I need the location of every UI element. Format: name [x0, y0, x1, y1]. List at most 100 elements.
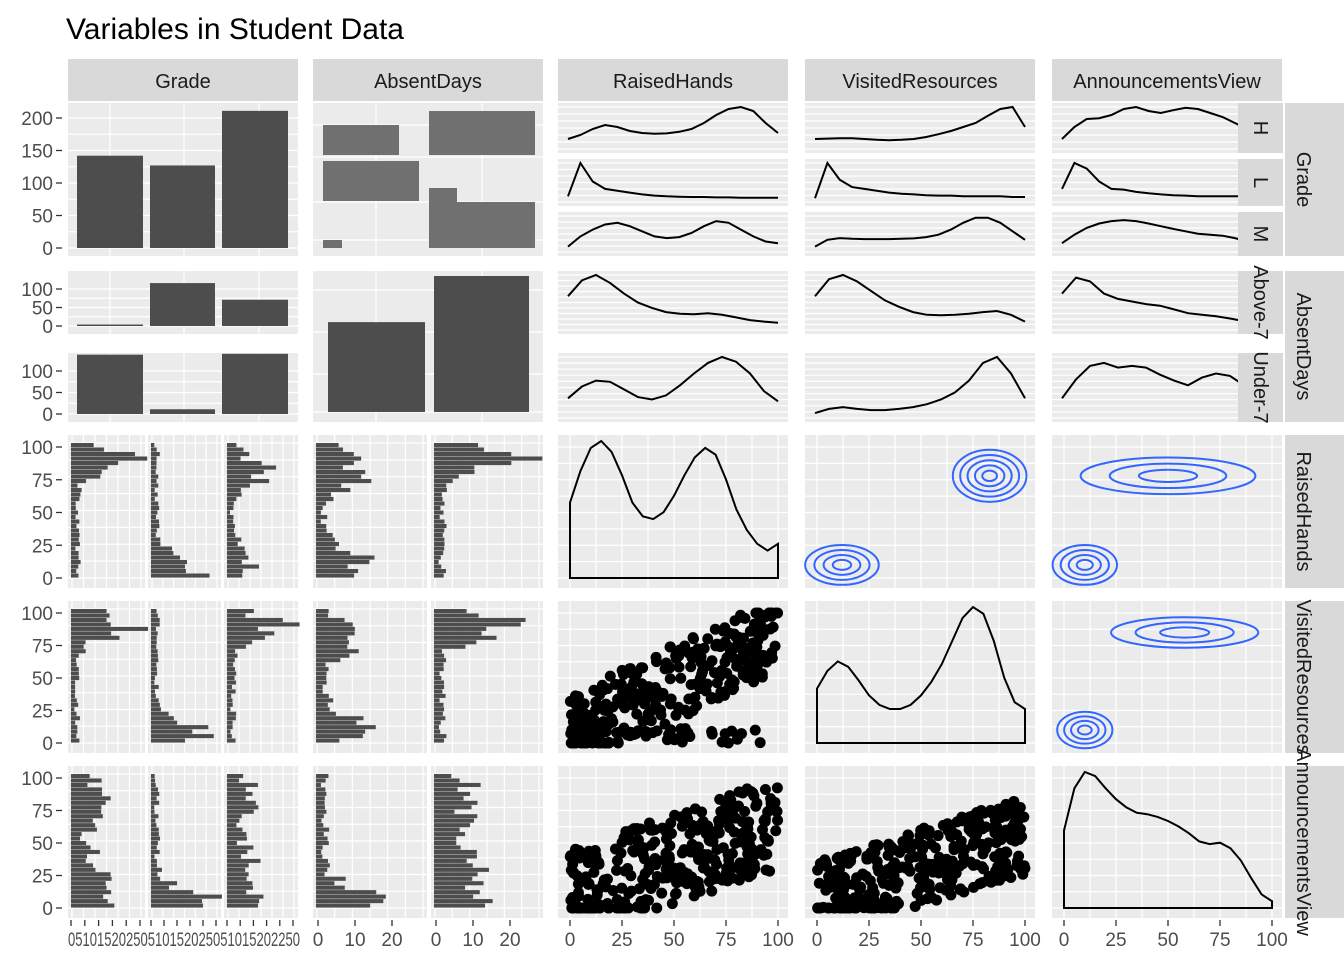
y-tick-label: 0	[42, 239, 53, 260]
histogram-bar	[316, 537, 335, 542]
histogram-bar	[227, 510, 230, 515]
row-strip-label: Grade	[1292, 152, 1314, 208]
scatter-point	[649, 682, 661, 694]
scatter-point	[670, 887, 682, 899]
scatter-point	[914, 830, 926, 842]
scatter-point	[612, 737, 624, 749]
scatter-point	[968, 837, 980, 849]
histogram-bar	[227, 885, 253, 890]
y-tick-label: 50	[32, 504, 53, 525]
histogram-bar	[316, 836, 328, 841]
histogram-bar	[227, 635, 265, 640]
histogram-bar	[227, 447, 244, 452]
histogram-bar	[434, 854, 477, 859]
scatter-point	[703, 659, 715, 671]
histogram-bar	[434, 881, 484, 886]
histogram-bar	[151, 725, 209, 730]
scatter-point	[694, 683, 706, 695]
histogram-bar	[316, 858, 328, 863]
histogram-bar	[151, 510, 158, 515]
histogram-bar	[227, 609, 254, 614]
histogram-bar	[434, 515, 440, 520]
row-strip-label: AbsentDays	[1292, 293, 1314, 401]
histogram-bar	[434, 479, 453, 484]
histogram-bar	[71, 546, 76, 551]
bar	[77, 354, 143, 414]
scatter-point	[955, 835, 967, 847]
y-tick-label: 25	[32, 536, 53, 557]
histogram-bar	[71, 787, 103, 792]
scatter-point	[609, 843, 621, 855]
histogram-bar	[151, 849, 160, 854]
x-tick-label: 20	[381, 930, 402, 951]
bar	[222, 353, 288, 414]
contour-line	[973, 464, 1006, 488]
histogram-bar	[434, 470, 475, 475]
histogram-bar	[227, 725, 233, 730]
histogram-bar	[71, 560, 81, 565]
scatter-point	[772, 814, 784, 826]
histogram-bar	[71, 501, 76, 506]
scatter-point	[958, 886, 970, 898]
facet-strip	[1238, 159, 1283, 206]
histogram-bar	[316, 684, 323, 689]
histogram-bar	[227, 680, 236, 685]
histogram-bar	[434, 805, 472, 810]
histogram-bar	[227, 658, 235, 663]
histogram-bar	[151, 867, 163, 872]
histogram-bar	[434, 800, 478, 805]
histogram-bar	[434, 613, 479, 618]
histogram-bar	[316, 693, 329, 698]
scatter-point	[724, 822, 736, 834]
histogram-bar	[71, 671, 79, 676]
histogram-bar	[71, 832, 82, 837]
histogram-bar	[316, 560, 370, 565]
density-line	[814, 273, 1026, 323]
histogram-bar	[434, 609, 467, 614]
histogram-bar	[316, 653, 350, 658]
scatter-point	[711, 858, 723, 870]
histogram-bar	[316, 456, 362, 461]
histogram-bar	[434, 573, 444, 578]
histogram-bar	[71, 465, 108, 470]
scatter-point	[864, 902, 876, 914]
scatter-point	[633, 883, 645, 895]
histogram-bar	[227, 858, 261, 863]
histogram-bar	[227, 881, 253, 886]
histogram-bar	[227, 684, 232, 689]
panel-layer	[68, 103, 1282, 918]
histogram-bar	[71, 676, 80, 681]
scatter-point	[752, 607, 764, 619]
density-line	[816, 605, 1026, 744]
scatter-point	[868, 894, 880, 906]
row-strip	[1285, 271, 1344, 422]
scatter-point	[614, 726, 626, 738]
histogram-bar	[71, 626, 151, 631]
scatter-point	[625, 726, 637, 738]
histogram-bar	[227, 560, 242, 565]
contour-line	[981, 469, 999, 483]
histogram-bar	[316, 729, 366, 734]
histogram-bar	[71, 519, 80, 524]
histogram-bar	[316, 881, 335, 886]
histogram-bar	[316, 849, 322, 854]
column-strip-label: RaisedHands	[613, 71, 733, 93]
scatter-point	[722, 849, 734, 861]
histogram-bar	[434, 461, 512, 466]
histogram-bar	[71, 841, 87, 846]
histogram-bar	[151, 729, 193, 734]
histogram-bar	[434, 876, 473, 881]
histogram-bar	[227, 711, 237, 716]
histogram-bar	[227, 465, 277, 470]
scatter-point	[970, 859, 982, 871]
histogram-bar	[71, 711, 77, 716]
histogram-bar	[434, 698, 440, 703]
x-tick-label: 100	[1256, 930, 1288, 951]
scatter-point	[950, 867, 962, 879]
histogram-bar	[227, 492, 242, 497]
histogram-bar	[316, 863, 330, 868]
scatter-point	[686, 819, 698, 831]
scatter-point	[660, 863, 672, 875]
histogram-bar	[227, 774, 244, 779]
scatter-point	[749, 724, 761, 736]
